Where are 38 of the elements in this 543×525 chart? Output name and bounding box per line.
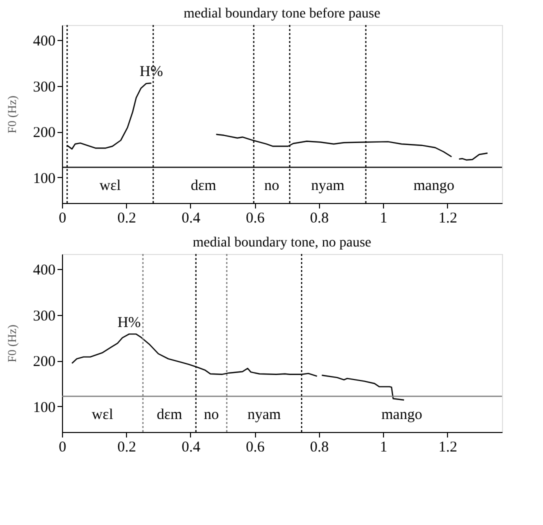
x-tick-label: 0 — [58, 440, 66, 456]
x-tick-label: 0.4 — [182, 440, 201, 456]
y-tick-label: 300 — [33, 308, 56, 324]
y-tick-label: 300 — [33, 79, 56, 96]
x-tick-label: 1.2 — [438, 210, 458, 226]
chart-title: medial boundary tone before pause — [184, 6, 380, 22]
annotation: mango — [414, 178, 454, 194]
annotation: wɛl — [100, 178, 121, 194]
x-tick-label: 1 — [380, 440, 388, 456]
y-tick-label: 100 — [33, 170, 56, 187]
annotation: no — [204, 407, 219, 424]
y-tick-label: 100 — [33, 400, 56, 416]
y-tick-label: 400 — [33, 34, 56, 50]
x-tick-label: 0.4 — [182, 210, 201, 226]
x-tick-label: 1 — [380, 210, 388, 226]
x-tick-label: 1.2 — [438, 440, 458, 456]
x-tick-label: 0.2 — [117, 440, 136, 456]
x-tick-label: 0.6 — [246, 210, 266, 226]
annotation: nyam — [311, 178, 345, 194]
annotation: no — [264, 178, 280, 194]
chart-title: medial boundary tone, no pause — [192, 235, 372, 250]
x-tick-label: 0.2 — [117, 210, 136, 226]
x-tick-label: 0.8 — [310, 210, 329, 226]
annotation: nyam — [248, 407, 282, 424]
annotation: H% — [117, 315, 141, 332]
annotation: mango — [381, 407, 422, 424]
y-tick-label: 200 — [33, 125, 56, 142]
y-tick-label: 400 — [33, 262, 56, 279]
annotation: dɛm — [190, 178, 217, 194]
annotation: wɛl — [92, 407, 114, 424]
x-tick-label: 0 — [58, 210, 66, 226]
annotation: dɛm — [156, 407, 182, 424]
y-axis-title: F0 (Hz) — [5, 96, 19, 134]
x-tick-label: 0.8 — [310, 440, 329, 456]
y-tick-label: 200 — [33, 354, 56, 370]
y-axis-title: F0 (Hz) — [5, 324, 19, 362]
annotation: H% — [140, 64, 163, 80]
x-tick-label: 0.6 — [246, 440, 266, 456]
